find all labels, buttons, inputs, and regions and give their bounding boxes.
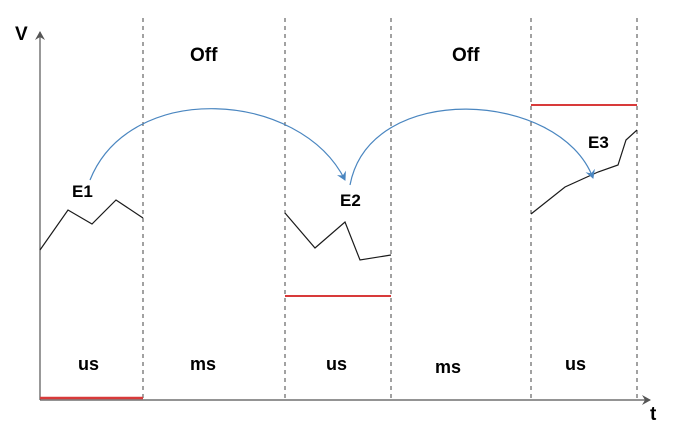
arrow-e2-to-e3 (349, 108, 595, 186)
x-axis-label: t (650, 404, 657, 425)
event-label-e2: E2 (340, 191, 361, 210)
off-label-2: Off (452, 45, 480, 66)
segment-label-1: us (78, 354, 99, 374)
segment-label-4: ms (435, 357, 461, 377)
signal-trace-3 (530, 129, 638, 215)
segment-label-5: us (565, 354, 586, 374)
event-label-e1: E1 (72, 182, 93, 201)
signal-trace-2 (284, 212, 392, 261)
segment-label-2: ms (190, 354, 216, 374)
segment-label-3: us (326, 354, 347, 374)
event-label-e3: E3 (588, 133, 609, 152)
y-axis-label: V (15, 24, 28, 45)
signal-trace-1 (39, 199, 144, 251)
off-label-1: Off (190, 45, 218, 66)
arrow-e1-to-e2 (89, 108, 346, 181)
